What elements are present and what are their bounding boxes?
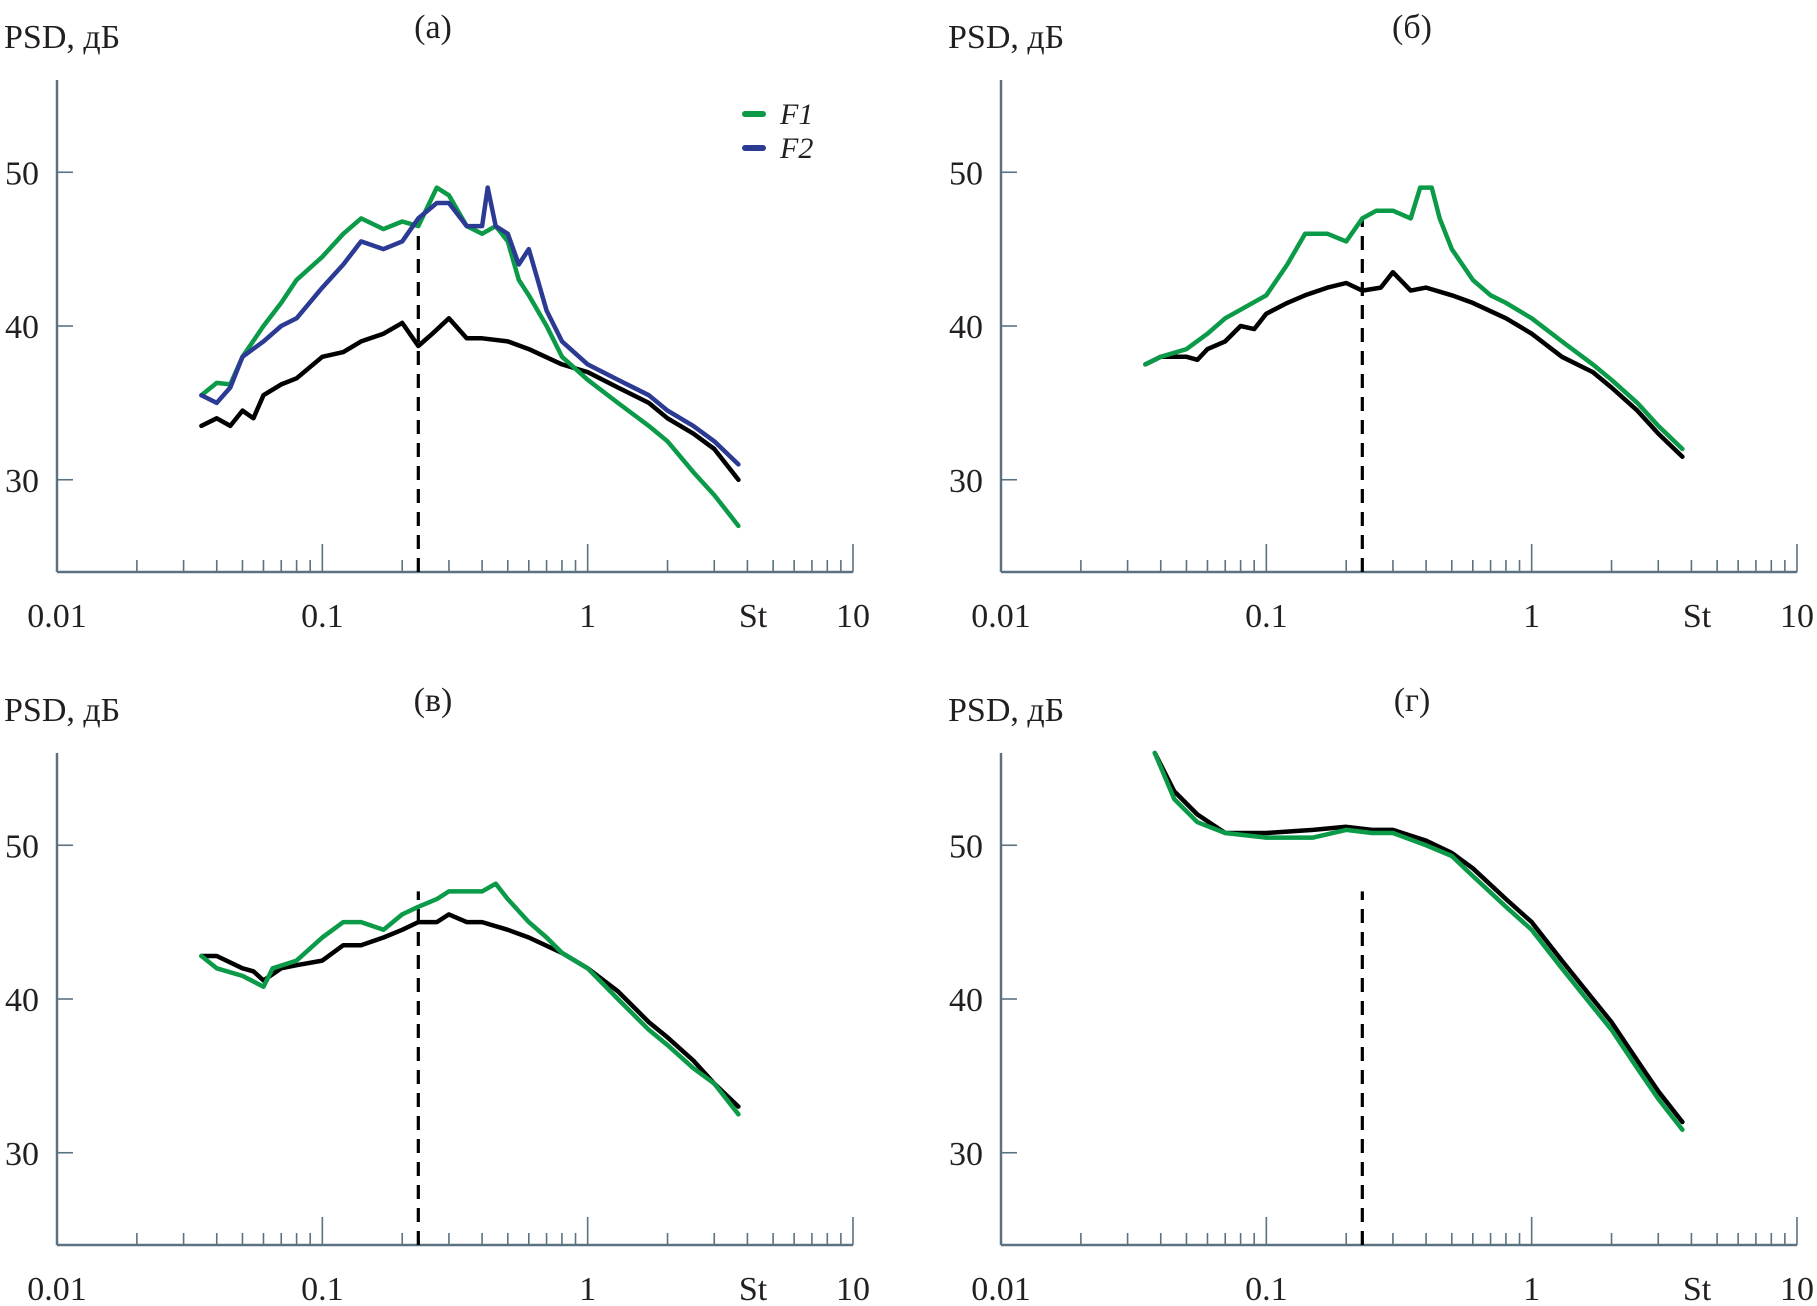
panel-g: PSD, дБ (г) 0.01 0.1 1 10 St 30 40 50 — [948, 682, 1814, 1306]
y-tick-label: 40 — [5, 982, 39, 1019]
y-tick-label: 50 — [5, 155, 39, 192]
panel-title: (а) — [414, 9, 452, 46]
y-tick-label: 50 — [949, 828, 983, 865]
y-axis-label: PSD, дБ — [4, 19, 120, 56]
series-line-f1 — [199, 185, 741, 529]
x-tick-label: 1 — [1523, 1271, 1540, 1306]
series-line-reference — [1143, 269, 1685, 459]
x-tick-label: 1 — [579, 1271, 596, 1306]
series-line-reference — [199, 912, 741, 1109]
y-tick-label: 50 — [5, 828, 39, 865]
x-tick-label: 1 — [579, 598, 596, 635]
y-tick-label: 30 — [949, 463, 983, 500]
legend-label-f1: F1 — [779, 98, 813, 131]
x-tick-label: 1 — [1523, 598, 1540, 635]
series-line-f2 — [199, 185, 741, 467]
x-tick-label: 0.1 — [301, 598, 344, 635]
plot-area: 0.01 0.1 1 10 St 30 40 50 — [949, 750, 1814, 1306]
x-tick-label: 0.1 — [301, 1271, 344, 1306]
plot-area: 0.01 0.1 1 10 St 30 40 50 — [5, 80, 870, 635]
y-tick-label: 40 — [949, 982, 983, 1019]
y-axis-label: PSD, дБ — [948, 19, 1064, 56]
x-tick-label: 0.01 — [27, 598, 87, 635]
panel-title: (г) — [1394, 682, 1431, 719]
y-axis-label: PSD, дБ — [948, 692, 1064, 729]
series-line-f1 — [1143, 185, 1685, 452]
x-tick-label: 10 — [1780, 1271, 1814, 1306]
y-tick-label: 50 — [949, 155, 983, 192]
plot-area: 0.01 0.1 1 10 St 30 40 50 — [949, 80, 1814, 635]
y-tick-label: 40 — [949, 309, 983, 346]
y-tick-label: 30 — [949, 1136, 983, 1173]
x-tick-label: 0.01 — [971, 598, 1031, 635]
panel-title: (в) — [414, 682, 453, 719]
x-axis-label: St — [739, 1271, 768, 1306]
panel-v: PSD, дБ (в) 0.01 0.1 1 10 St 30 40 50 — [4, 682, 870, 1306]
x-tick-label: 10 — [836, 598, 870, 635]
x-tick-label: 0.1 — [1245, 598, 1288, 635]
series-line-reference — [199, 316, 741, 483]
legend: F1 F2 — [742, 98, 813, 165]
panel-a: PSD, дБ (а) 0.01 0.1 1 10 St 30 40 50 F1 F2 — [4, 9, 870, 635]
x-tick-label: 0.1 — [1245, 1271, 1288, 1306]
x-axis-label: St — [1683, 598, 1712, 635]
x-axis-label: St — [1683, 1271, 1712, 1306]
x-tick-label: 0.01 — [27, 1271, 87, 1306]
plot-area: 0.01 0.1 1 10 St 30 40 50 — [5, 753, 870, 1306]
series-line-f1 — [199, 881, 741, 1117]
x-tick-label: 0.01 — [971, 1271, 1031, 1306]
y-tick-label: 30 — [5, 463, 39, 500]
legend-label-f2: F2 — [779, 132, 813, 165]
x-tick-label: 10 — [836, 1271, 870, 1306]
series-line-f1 — [1152, 750, 1685, 1132]
y-axis-label: PSD, дБ — [4, 692, 120, 729]
x-tick-label: 10 — [1780, 598, 1814, 635]
panel-b: PSD, дБ (б) 0.01 0.1 1 10 St 30 40 50 — [948, 9, 1814, 635]
x-axis-label: St — [739, 598, 768, 635]
series-line-reference — [1152, 750, 1685, 1125]
y-tick-label: 40 — [5, 309, 39, 346]
panel-title: (б) — [1392, 9, 1432, 46]
y-tick-label: 30 — [5, 1136, 39, 1173]
